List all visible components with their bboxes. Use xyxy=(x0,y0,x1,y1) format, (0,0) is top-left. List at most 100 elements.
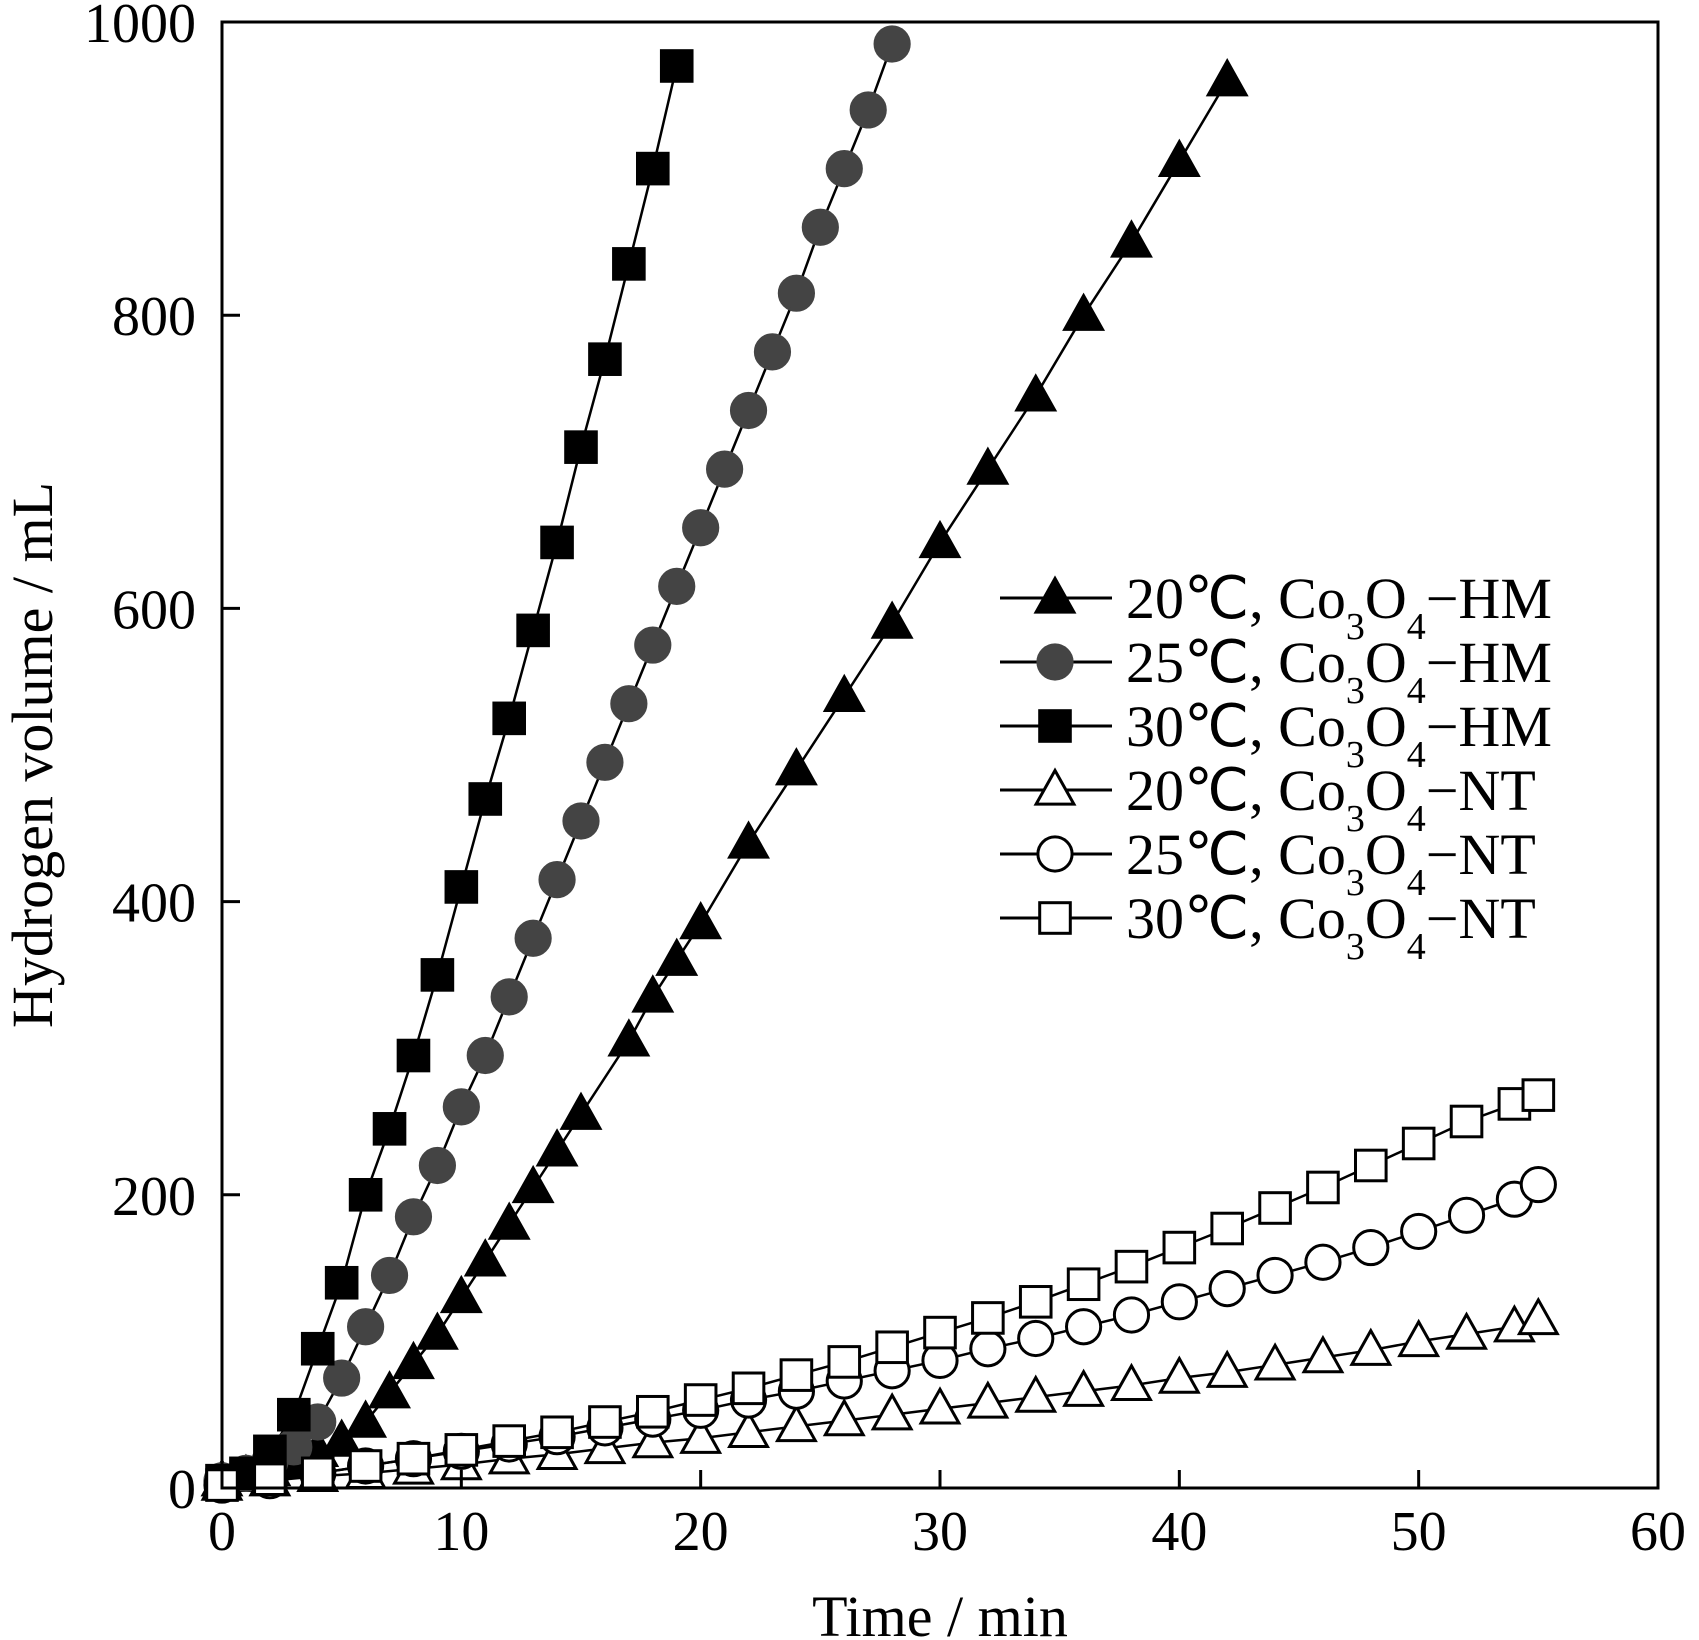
y-tick-label: 400 xyxy=(112,873,196,935)
x-tick-label: 20 xyxy=(673,1501,729,1563)
series-5-point xyxy=(1114,1249,1149,1284)
legend-marker xyxy=(1036,643,1074,681)
series-0-point xyxy=(631,974,675,1013)
series-4-point xyxy=(1519,1165,1557,1204)
series-5-point xyxy=(1521,1078,1556,1112)
series-0-point xyxy=(511,1164,555,1204)
series-5-point xyxy=(1162,1230,1197,1265)
series-5-point xyxy=(1258,1191,1292,1225)
series-5-point xyxy=(636,1394,670,1429)
series-0-point xyxy=(415,1311,459,1350)
x-tick-label: 10 xyxy=(433,1501,489,1563)
x-axis-title: Time / min xyxy=(812,1584,1068,1640)
series-4-point xyxy=(1400,1212,1438,1251)
series-1-point xyxy=(347,1308,385,1346)
y-tick-label: 200 xyxy=(112,1166,196,1228)
series-0-point xyxy=(679,900,723,940)
y-tick-label: 600 xyxy=(112,579,196,641)
series-1-point xyxy=(442,1088,480,1126)
series-2-point xyxy=(324,1265,359,1300)
series-4-point xyxy=(1065,1308,1103,1346)
series-3-point xyxy=(822,1397,866,1437)
series-5-point xyxy=(253,1462,287,1497)
x-tick-label: 60 xyxy=(1630,1501,1686,1563)
series-3-point xyxy=(1205,1349,1249,1388)
series-0-point xyxy=(1062,292,1106,331)
series-3-point xyxy=(1445,1311,1488,1350)
series-0-point xyxy=(368,1370,411,1409)
series-4-point xyxy=(1208,1270,1246,1308)
series-5-point xyxy=(779,1358,814,1392)
series-2-point xyxy=(468,782,503,816)
series-1-point xyxy=(849,91,887,129)
series-1-point xyxy=(634,626,672,664)
y-tick-label: 0 xyxy=(168,1459,196,1521)
series-1-point xyxy=(370,1256,409,1295)
legend-marker xyxy=(1033,767,1077,806)
series-2-point xyxy=(348,1178,383,1212)
legend-marker xyxy=(1038,709,1072,743)
series-5-point xyxy=(923,1315,957,1350)
series-5-point xyxy=(444,1433,479,1467)
series-5-point xyxy=(540,1415,574,1450)
series-2-point xyxy=(420,958,455,992)
series-0-point xyxy=(487,1201,531,1240)
series-2-point xyxy=(516,613,550,648)
series-0-point xyxy=(822,673,866,713)
y-tick-label: 1000 xyxy=(84,0,196,55)
series-1-point xyxy=(610,685,648,723)
series-1-point xyxy=(514,919,552,957)
series-2-point xyxy=(636,151,670,186)
series-3-point xyxy=(966,1380,1010,1419)
series-5-point xyxy=(683,1383,718,1417)
series-0-point xyxy=(344,1399,388,1438)
series-1-point xyxy=(729,391,768,430)
series-0-point xyxy=(320,1418,364,1457)
legend-marker xyxy=(1036,835,1074,873)
series-2-point xyxy=(300,1331,335,1366)
series-0-point xyxy=(535,1128,579,1167)
series-4-point xyxy=(1352,1228,1390,1267)
series-0-point xyxy=(1014,373,1058,412)
series-0-point xyxy=(463,1238,507,1277)
series-1-point xyxy=(394,1198,433,1236)
series-5-point xyxy=(1401,1126,1436,1161)
series-2-point xyxy=(612,247,646,281)
data-markers xyxy=(200,25,1560,1504)
series-0-point xyxy=(655,937,699,976)
series-1-point xyxy=(658,567,696,606)
series-2-point xyxy=(372,1112,407,1146)
series-5-point xyxy=(1066,1267,1101,1302)
series-5-point xyxy=(300,1456,335,1491)
series-3-point xyxy=(1157,1355,1201,1394)
series-0-point xyxy=(392,1340,435,1380)
series-5-point xyxy=(827,1345,862,1379)
x-tick-label: 40 xyxy=(1151,1501,1207,1563)
series-2-point xyxy=(492,701,526,736)
series-5-point xyxy=(1210,1211,1245,1246)
series-2-point xyxy=(659,49,694,83)
series-0-point xyxy=(439,1274,483,1314)
series-0-point xyxy=(607,1018,651,1057)
series-0-point xyxy=(870,600,914,639)
series-3-point xyxy=(1253,1342,1297,1381)
series-5-point xyxy=(731,1371,766,1406)
series-1-point xyxy=(562,802,600,840)
series-5-point xyxy=(1018,1285,1053,1319)
series-5-point xyxy=(396,1441,431,1476)
legend-marker xyxy=(1033,575,1077,614)
series-4-point xyxy=(1017,1319,1055,1358)
series-3-point xyxy=(1397,1318,1441,1358)
series-5-point xyxy=(588,1405,622,1439)
series-4-point xyxy=(1304,1243,1342,1281)
series-2-point xyxy=(277,1397,311,1432)
series-5-point xyxy=(1354,1148,1388,1183)
series-4-point xyxy=(1256,1256,1294,1295)
series-0-point xyxy=(966,446,1010,485)
series-1-point xyxy=(706,450,744,488)
series-3-point xyxy=(631,1419,675,1459)
series-1-point xyxy=(323,1359,361,1397)
